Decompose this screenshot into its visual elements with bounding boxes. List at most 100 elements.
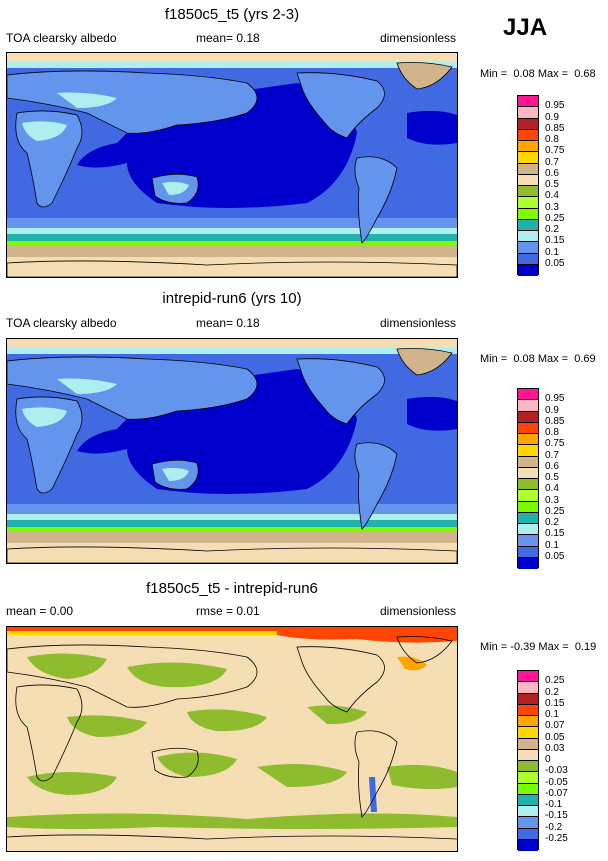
colorbar-tick-label: 0.9 [545, 111, 559, 123]
colorbar-tick-label: 0.15 [545, 235, 565, 247]
panel-3-map [6, 626, 458, 852]
panel-2-colorbar-swatch [518, 479, 538, 491]
colorbar-tick-label: 0.5 [545, 472, 559, 483]
panel-2-colorbar-swatch [518, 456, 538, 468]
colorbar-tick-label: 0.1 [545, 246, 559, 258]
colorbar-tick-label: 0.8 [545, 134, 559, 145]
panel-2-colorbar-swatch [518, 512, 538, 524]
colorbar-tick-label: -0.15 [545, 810, 568, 822]
colorbar-tick-label: 0.2 [545, 517, 559, 528]
panel-3-colorbar-swatch [518, 693, 538, 705]
colorbar-tick-label: -0.1 [545, 799, 563, 810]
panel-3-rmse-label: rmse = 0.01 [196, 604, 260, 618]
panel-3-colorbar-swatch [518, 704, 538, 716]
colorbar-tick-label: -0.07 [545, 787, 568, 799]
panel-1-colorbar-swatch [518, 219, 538, 231]
panel-2-colorbar-swatch [518, 467, 538, 479]
colorbar-tick-label: 0.7 [545, 449, 559, 461]
colorbar-tick-label: 0.1 [545, 539, 559, 551]
colorbar-tick-label: 0.3 [545, 494, 559, 506]
panel-3-colorbar-swatch [518, 749, 538, 761]
panel-2-variable-label: TOA clearsky albedo [6, 316, 117, 330]
colorbar-tick-label: 0.85 [545, 415, 565, 427]
colorbar-tick-label: 0.25 [545, 505, 565, 517]
panel-3-colorbar-swatch [518, 794, 538, 806]
colorbar-tick-label: 0.05 [545, 550, 565, 562]
colorbar-tick-label: 0.05 [545, 257, 565, 269]
colorbar-tick-label: 0 [545, 754, 551, 765]
panel-2-colorbar-swatch [518, 445, 538, 457]
panel-1-colorbar-swatch [518, 208, 538, 220]
panel-2-map [6, 338, 458, 564]
panel-1-colorbar [517, 95, 539, 276]
panel-1-colorbar-swatch [518, 96, 538, 108]
panel-2-colorbar-swatch [518, 535, 538, 547]
panel-2-title: intrepid-run6 (yrs 10) [162, 290, 302, 307]
panel-3-colorbar-swatch [518, 671, 538, 683]
panel-3-colorbar-swatch [518, 806, 538, 818]
panel-2-colorbar-swatch [518, 422, 538, 434]
panel-3-colorbar-swatch [518, 738, 538, 750]
colorbar-tick-label: 0.75 [545, 145, 565, 157]
colorbar-tick-label: 0.15 [545, 528, 565, 540]
colorbar-tick-label: 0.95 [545, 393, 565, 405]
colorbar-tick-label: -0.03 [545, 765, 568, 777]
panel-1-colorbar-swatch [518, 152, 538, 164]
panel-1-colorbar-swatch [518, 118, 538, 130]
panel-1-colorbar-swatch [518, 129, 538, 141]
panel-1-colorbar-swatch [518, 141, 538, 153]
panel-2-mean-label: mean= 0.18 [196, 316, 260, 330]
panel-3-minmax: Min = -0.39 Max = 0.19 [480, 641, 597, 653]
colorbar-tick-label: 0.85 [545, 122, 565, 134]
panel-2-colorbar-swatch [518, 546, 538, 558]
panel-3-title: f1850c5_t5 - intrepid-run6 [146, 580, 318, 597]
panel-3-colorbar-swatch [518, 761, 538, 773]
panel-2-minmax: Min = 0.08 Max = 0.69 [480, 353, 596, 365]
colorbar-tick-label: 0.05 [545, 731, 565, 743]
panel-1-units-label: dimensionless [380, 31, 457, 45]
panel-2-colorbar-swatch [518, 411, 538, 423]
panel-1-variable-label: TOA clearsky albedo [6, 31, 117, 45]
colorbar-tick-label: -0.05 [545, 776, 568, 788]
panel-2-colorbar-swatch [518, 434, 538, 446]
colorbar-tick-label: 0.4 [545, 483, 559, 495]
panel-3-colorbar-swatch [518, 716, 538, 728]
panel-3-colorbar [517, 670, 539, 851]
panel-1-map [6, 52, 458, 278]
panel-3-colorbar-swatch [518, 682, 538, 694]
panel-2-colorbar-swatch [518, 389, 538, 401]
panel-1-title: f1850c5_t5 (yrs 2-3) [164, 6, 300, 23]
panel-1-colorbar-swatch [518, 163, 538, 175]
colorbar-tick-label: 0.25 [545, 675, 565, 687]
panel-1-colorbar-swatch [518, 197, 538, 209]
panel-1-colorbar-swatch [518, 186, 538, 198]
panel-2-colorbar-swatch [518, 400, 538, 412]
colorbar-tick-label: 0.9 [545, 404, 559, 416]
panel-3-colorbar-swatch [518, 727, 538, 739]
colorbar-tick-label: 0.8 [545, 427, 559, 438]
colorbar-tick-label: 0.07 [545, 720, 565, 732]
colorbar-tick-label: 0.7 [545, 156, 559, 168]
panel-2-colorbar-swatch [518, 524, 538, 536]
colorbar-tick-label: 0.03 [545, 742, 565, 754]
colorbar-tick-label: 0.75 [545, 438, 565, 450]
colorbar-tick-label: -0.25 [545, 832, 568, 844]
panel-1-colorbar-swatch [518, 107, 538, 119]
panel-1-colorbar-swatch [518, 264, 538, 276]
panel-1-minmax: Min = 0.08 Max = 0.68 [480, 68, 596, 80]
colorbar-tick-label: 0.3 [545, 201, 559, 213]
panel-3-colorbar-swatch [518, 772, 538, 784]
panel-1-mean-label: mean= 0.18 [196, 31, 260, 45]
panel-3-colorbar-swatch [518, 828, 538, 840]
panel-3-colorbar-swatch [518, 817, 538, 829]
colorbar-tick-label: 0.6 [545, 460, 559, 472]
panel-3-colorbar-swatch [518, 783, 538, 795]
colorbar-tick-label: 0.4 [545, 190, 559, 202]
panel-3-units-label: dimensionless [380, 604, 457, 618]
panel-2-colorbar-swatch [518, 557, 538, 569]
panel-1-colorbar-swatch [518, 231, 538, 243]
panel-3-colorbar-swatch [518, 839, 538, 851]
panel-1-colorbar-swatch [518, 174, 538, 186]
panel-1-colorbar-swatch [518, 253, 538, 265]
colorbar-tick-label: -0.2 [545, 821, 563, 833]
